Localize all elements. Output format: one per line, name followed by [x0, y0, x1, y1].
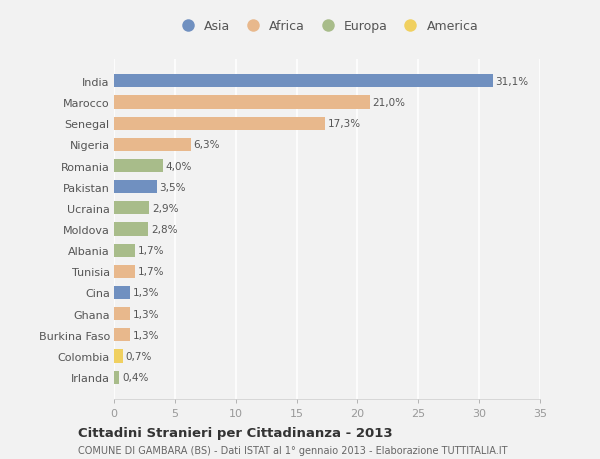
Text: COMUNE DI GAMBARA (BS) - Dati ISTAT al 1° gennaio 2013 - Elaborazione TUTTITALIA: COMUNE DI GAMBARA (BS) - Dati ISTAT al 1… — [78, 445, 508, 455]
Text: 31,1%: 31,1% — [496, 77, 529, 87]
Bar — [114, 181, 157, 194]
Text: 6,3%: 6,3% — [194, 140, 220, 150]
Bar — [114, 160, 163, 173]
Bar — [114, 139, 191, 151]
Text: 1,3%: 1,3% — [133, 330, 160, 340]
Bar — [114, 265, 134, 278]
Text: 17,3%: 17,3% — [328, 119, 361, 129]
Bar — [114, 75, 493, 88]
Bar — [114, 118, 325, 130]
Text: 0,7%: 0,7% — [125, 351, 152, 361]
Bar — [114, 96, 370, 109]
Text: 2,8%: 2,8% — [151, 224, 178, 235]
Bar — [114, 329, 130, 341]
Bar — [114, 308, 130, 320]
Text: 2,9%: 2,9% — [152, 203, 179, 213]
Text: Cittadini Stranieri per Cittadinanza - 2013: Cittadini Stranieri per Cittadinanza - 2… — [78, 426, 392, 439]
Bar — [114, 350, 122, 363]
Bar — [114, 244, 134, 257]
Text: 0,4%: 0,4% — [122, 372, 148, 382]
Text: 3,5%: 3,5% — [160, 182, 186, 192]
Bar — [114, 223, 148, 236]
Text: 4,0%: 4,0% — [166, 161, 192, 171]
Text: 21,0%: 21,0% — [373, 98, 406, 108]
Text: 1,3%: 1,3% — [133, 288, 160, 298]
Text: 1,7%: 1,7% — [138, 246, 164, 256]
Text: 1,3%: 1,3% — [133, 309, 160, 319]
Text: 1,7%: 1,7% — [138, 267, 164, 277]
Bar — [114, 286, 130, 299]
Bar — [114, 202, 149, 215]
Legend: Asia, Africa, Europa, America: Asia, Africa, Europa, America — [170, 15, 484, 38]
Bar — [114, 371, 119, 384]
